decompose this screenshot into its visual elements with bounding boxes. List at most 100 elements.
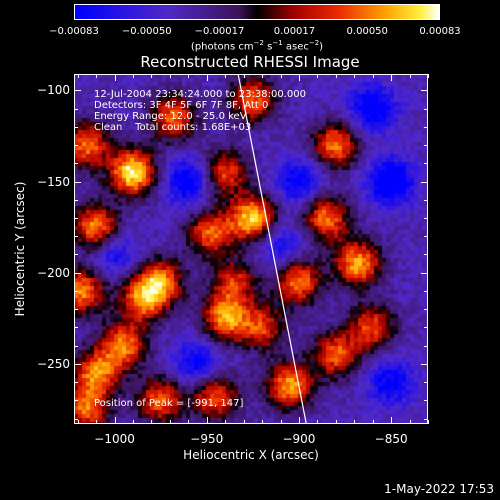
- axis-tick: [317, 420, 319, 424]
- axis-tick: [428, 74, 429, 78]
- axis-tick: [354, 74, 356, 78]
- colorbar-tick-label: −0.00017: [194, 26, 245, 37]
- axis-tick: [424, 254, 428, 256]
- axis-tick: [424, 327, 428, 329]
- axis-tick: [74, 382, 78, 384]
- axis-tick: [409, 420, 411, 424]
- axis-tick: [188, 420, 190, 424]
- axis-tick: [74, 126, 78, 128]
- axis-tick: [409, 74, 411, 78]
- info-total-counts: Clean Total counts: 1.68E+03: [94, 122, 252, 133]
- axis-tick: [424, 108, 428, 110]
- axis-tick: [262, 74, 264, 78]
- axis-tick: [280, 420, 282, 424]
- axis-tick: [96, 74, 98, 78]
- axis-tick: [74, 254, 78, 256]
- axis-tick: [428, 420, 429, 424]
- x-tick-label: −950: [190, 432, 224, 446]
- axis-tick: [74, 418, 78, 420]
- colorbar-tick-label: −0.00083: [49, 26, 99, 37]
- axis-tick: [421, 363, 428, 365]
- axis-tick: [424, 218, 428, 219]
- colorbar: [74, 4, 440, 20]
- colorbar-tick-label: −0.00050: [121, 26, 172, 37]
- chart-title: Reconstructed RHESSI Image: [140, 53, 360, 71]
- axis-tick: [424, 382, 428, 384]
- y-tick-label: −100: [37, 83, 70, 98]
- colorbar-tick-label: 0.00017: [273, 26, 316, 37]
- axis-tick: [96, 420, 98, 424]
- axis-tick: [74, 327, 78, 329]
- axis-tick: [169, 74, 171, 78]
- axis-tick: [74, 145, 78, 147]
- axis-tick: [151, 420, 153, 424]
- axis-tick: [424, 145, 428, 147]
- info-energy-range: Energy Range: 12.0 - 25.0 keV: [94, 111, 247, 122]
- axis-tick: [354, 420, 356, 424]
- axis-tick: [298, 417, 300, 424]
- axis-tick: [114, 417, 116, 424]
- info-detectors: Detectors: 3F 4F 5F 6F 7F 8F, Att 0: [94, 100, 269, 111]
- x-tick-label: −900: [282, 432, 316, 446]
- axis-tick: [225, 420, 227, 424]
- colorbar-unit-label: (photons cm−2 s−1 asec−2): [190, 39, 324, 53]
- axis-tick: [424, 309, 428, 311]
- axis-tick: [77, 74, 79, 78]
- axis-tick: [114, 74, 116, 81]
- axis-tick: [74, 290, 78, 292]
- axis-tick: [391, 74, 393, 81]
- axis-tick: [206, 74, 208, 81]
- colorbar-tick-label: 0.00083: [419, 26, 461, 37]
- axis-tick: [421, 90, 428, 92]
- axis-tick: [74, 218, 78, 219]
- axis-tick: [424, 236, 428, 238]
- axis-tick: [243, 74, 245, 78]
- axis-tick: [372, 74, 374, 78]
- axis-tick: [169, 420, 171, 424]
- axis-tick: [298, 74, 300, 81]
- x-tick-label: −1000: [94, 432, 135, 446]
- axis-tick: [74, 309, 78, 311]
- axis-tick: [206, 417, 208, 424]
- axis-tick: [133, 74, 134, 78]
- colorbar-tick-label: 0.00050: [346, 26, 388, 37]
- axis-tick: [188, 74, 190, 78]
- timestamp: 1-May-2022 17:53: [384, 482, 494, 496]
- axis-tick: [74, 363, 81, 365]
- axis-tick: [74, 108, 78, 110]
- axis-tick: [372, 420, 374, 424]
- solar-limb: [237, 74, 307, 424]
- axis-tick: [262, 420, 264, 424]
- y-tick-label: −200: [37, 265, 70, 280]
- axis-tick: [74, 90, 81, 92]
- axis-tick: [74, 181, 81, 183]
- axis-tick: [424, 418, 428, 420]
- x-axis-label: Heliocentric X (arcsec): [183, 448, 319, 462]
- axis-tick: [74, 345, 78, 347]
- y-axis-label: Heliocentric Y (arcsec): [13, 181, 27, 317]
- axis-tick: [74, 236, 78, 238]
- axis-tick: [317, 74, 319, 78]
- axis-tick: [421, 272, 428, 274]
- axis-tick: [424, 126, 428, 128]
- info-peak-position: Position of Peak = [-991, 147]: [94, 398, 244, 409]
- axis-tick: [391, 417, 393, 424]
- axis-tick: [77, 420, 79, 424]
- axis-tick: [424, 400, 428, 402]
- axis-tick: [151, 74, 153, 78]
- axis-tick: [421, 181, 428, 183]
- axis-tick: [74, 163, 78, 165]
- axis-tick: [74, 400, 78, 402]
- axis-tick: [424, 163, 428, 165]
- x-tick-label: −850: [374, 432, 408, 446]
- heatmap-image: [74, 74, 428, 424]
- limb-line: [237, 74, 307, 424]
- axis-tick: [280, 74, 282, 78]
- axis-tick: [335, 74, 337, 78]
- axis-tick: [335, 420, 337, 424]
- y-tick-label: −150: [37, 174, 70, 189]
- axis-tick: [424, 290, 428, 292]
- axis-tick: [74, 272, 81, 274]
- axis-tick: [424, 345, 428, 347]
- info-time-range: 12-Jul-2004 23:34:24.000 to 23:38:00.000: [94, 89, 306, 100]
